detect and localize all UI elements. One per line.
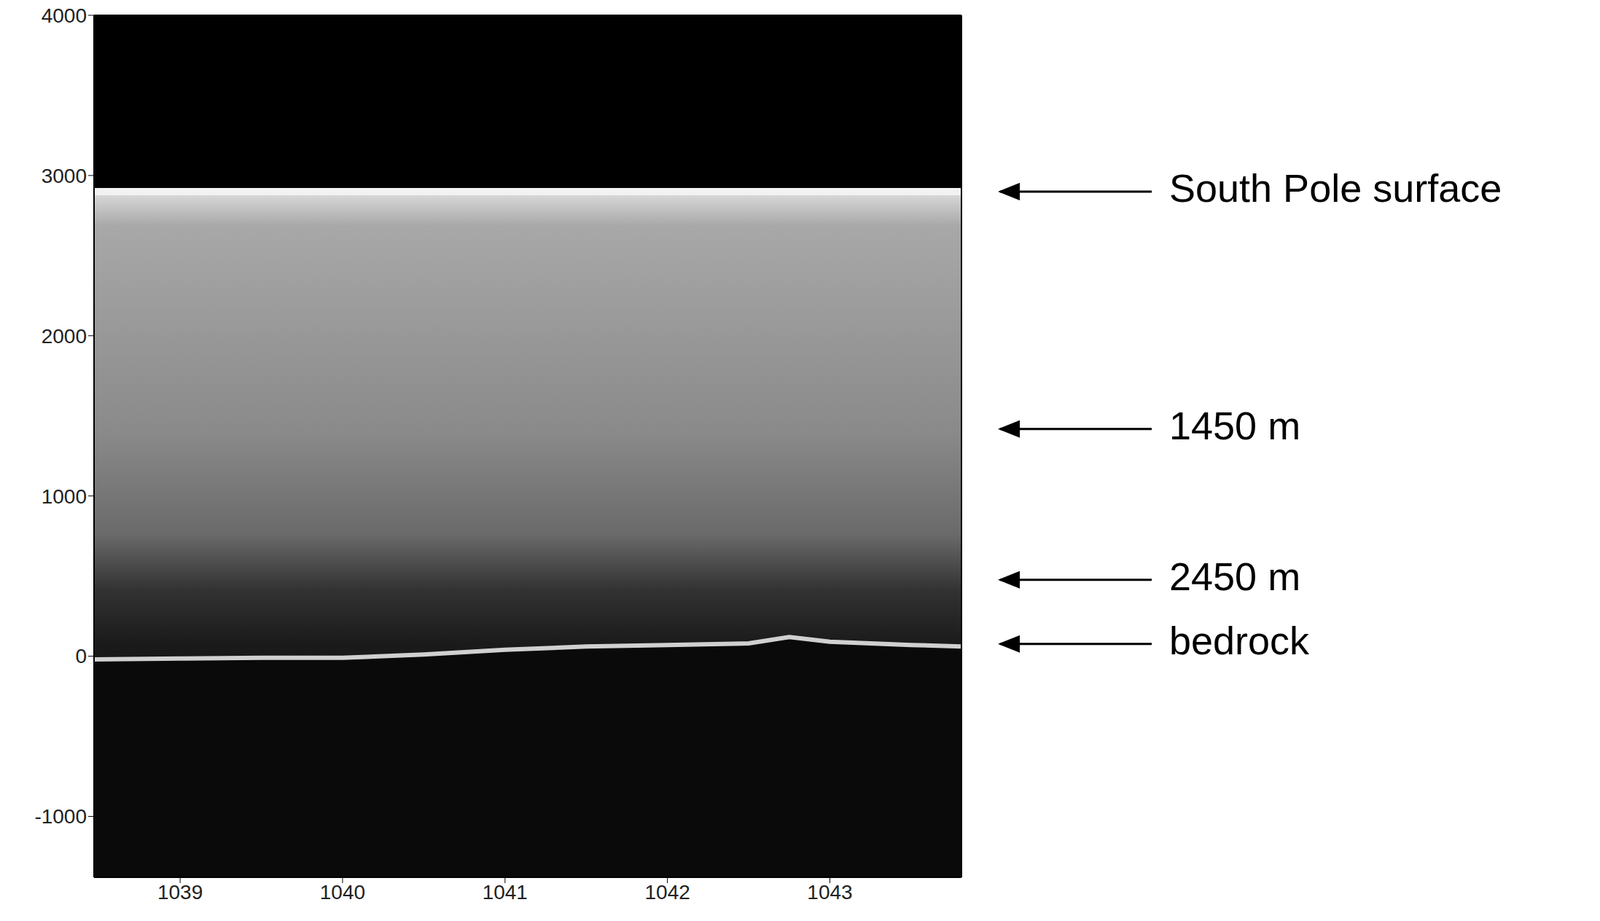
svg-text:South Pole surface: South Pole surface	[1169, 166, 1502, 210]
svg-text:0: 0	[75, 645, 87, 668]
svg-text:bedrock: bedrock	[1169, 618, 1310, 663]
svg-text:1040: 1040	[320, 881, 366, 904]
svg-text:1450 m: 1450 m	[1169, 403, 1301, 448]
svg-text:1039: 1039	[157, 881, 203, 904]
svg-text:1043: 1043	[806, 881, 853, 904]
svg-text:1042: 1042	[644, 881, 690, 904]
svg-text:-1000: -1000	[34, 805, 87, 829]
svg-text:2450 m: 2450 m	[1169, 554, 1301, 599]
svg-text:3000: 3000	[41, 164, 87, 188]
svg-text:1041: 1041	[482, 881, 528, 904]
svg-text:1000: 1000	[41, 485, 87, 509]
svg-text:2000: 2000	[41, 325, 87, 348]
svg-text:4000: 4000	[41, 4, 87, 27]
